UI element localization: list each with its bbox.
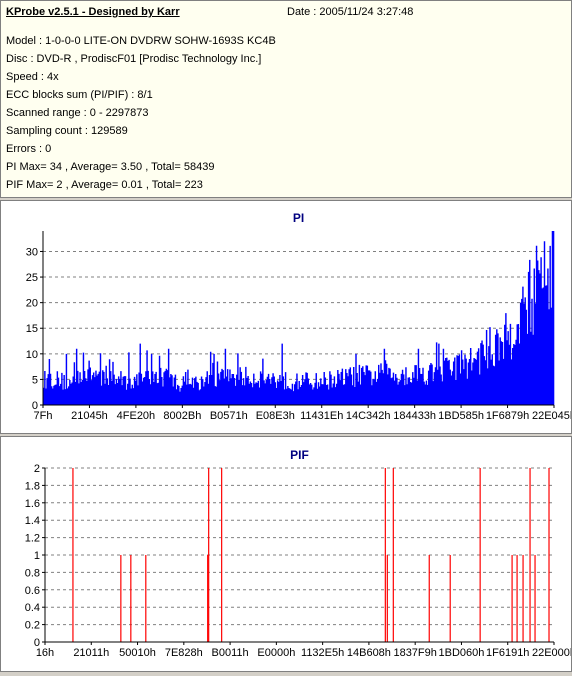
x-tick-label: 22E000h: [532, 647, 571, 659]
x-tick-label: 14C342h: [346, 410, 391, 422]
scan-date: Date : 2005/11/24 3:27:48: [287, 6, 414, 18]
pif-chart-panel: PIF 0 0.2 0.4 0.6 0.8 1 1.2 1.4 1.6 1.8 2 16h 21011h 5…: [0, 436, 572, 672]
y-tick-label: 0.8: [25, 567, 40, 579]
x-tick-label: 184433h: [393, 410, 436, 422]
sampling-line: Sampling count : 129589: [6, 125, 128, 137]
y-tick-label: 0: [32, 400, 38, 412]
x-tick-label: 16h: [36, 647, 54, 659]
y-tick-label: 0.2: [25, 620, 40, 632]
info-panel: KProbe v2.5.1 - Designed by Karr Date : …: [0, 0, 572, 198]
pi-bars: [43, 231, 555, 405]
x-tick-label: B0011h: [212, 647, 249, 659]
x-tick-label: 7E828h: [165, 647, 203, 659]
y-tick-label: 0.4: [25, 602, 40, 614]
x-tick-label: 21011h: [73, 647, 109, 659]
y-tick-label: 0.6: [25, 585, 40, 597]
y-tick-label: 1.8: [25, 480, 40, 492]
y-tick-label: 1.4: [25, 515, 40, 527]
pif-summary-line: PIF Max= 2 , Average= 0.01 , Total= 223: [6, 179, 203, 191]
y-tick-label: 5: [32, 374, 38, 386]
errors-line: Errors : 0: [6, 143, 52, 155]
x-tick-label: E0000h: [257, 647, 295, 659]
y-tick-label: 20: [26, 298, 38, 310]
y-tick-label: 0: [34, 637, 40, 649]
x-tick-label: 22E045h: [532, 410, 571, 422]
y-tick-label: 2: [34, 463, 40, 475]
x-tick-label: 1837F9h: [393, 647, 436, 659]
speed-line: Speed : 4x: [6, 71, 59, 83]
y-tick-label: 15: [26, 323, 38, 335]
x-tick-label: 21045h: [71, 410, 108, 422]
x-tick-label: 4FE20h: [117, 410, 156, 422]
disc-line: Disc : DVD-R , ProdiscF01 [Prodisc Techn…: [6, 53, 262, 65]
x-tick-label: 1BD585h: [438, 410, 484, 422]
chart-title: PI: [293, 211, 304, 225]
pi-summary-line: PI Max= 34 , Average= 3.50 , Total= 5843…: [6, 161, 215, 173]
chart-title: PIF: [290, 448, 309, 462]
ecc-line: ECC blocks sum (PI/PIF) : 8/1: [6, 89, 153, 101]
y-tick-label: 1: [34, 550, 40, 562]
x-tick-label: 50010h: [119, 647, 156, 659]
x-tick-label: E08E3h: [256, 410, 295, 422]
x-tick-label: 14B608h: [347, 647, 391, 659]
x-tick-label: B0571h: [210, 410, 248, 422]
range-line: Scanned range : 0 - 2297873: [6, 107, 149, 119]
x-tick-label: 7Fh: [34, 410, 53, 422]
pif-chart: PIF 0 0.2 0.4 0.6 0.8 1 1.2 1.4 1.6 1.8 2 16h 21011h 5…: [25, 448, 572, 659]
x-tick-label: 1F6191h: [486, 647, 529, 659]
y-tick-label: 25: [26, 272, 38, 284]
pi-chart-panel: PI 0 5 10 15 20 25 30 7Fh 21045h 4FE20h 8002Bh B0571…: [0, 200, 572, 434]
x-tick-label: 11431Eh: [300, 410, 343, 422]
x-tick-label: 8002Bh: [163, 410, 201, 422]
y-tick-label: 1.6: [25, 498, 40, 510]
x-tick-label: 1BD060h: [439, 647, 485, 659]
x-tick-label: 1F6879h: [486, 410, 529, 422]
y-tick-label: 1.2: [25, 533, 40, 545]
model-line: Model : 1-0-0-0 LITE-ON DVDRW SOHW-1693S…: [6, 35, 276, 47]
y-tick-label: 10: [26, 349, 38, 361]
app-title: KProbe v2.5.1 - Designed by Karr: [6, 6, 180, 18]
y-tick-label: 30: [26, 246, 38, 258]
x-tick-label: 1132E5h: [301, 647, 344, 659]
pi-chart: PI 0 5 10 15 20 25 30 7Fh 21045h 4FE20h 8002Bh B0571…: [26, 211, 572, 422]
